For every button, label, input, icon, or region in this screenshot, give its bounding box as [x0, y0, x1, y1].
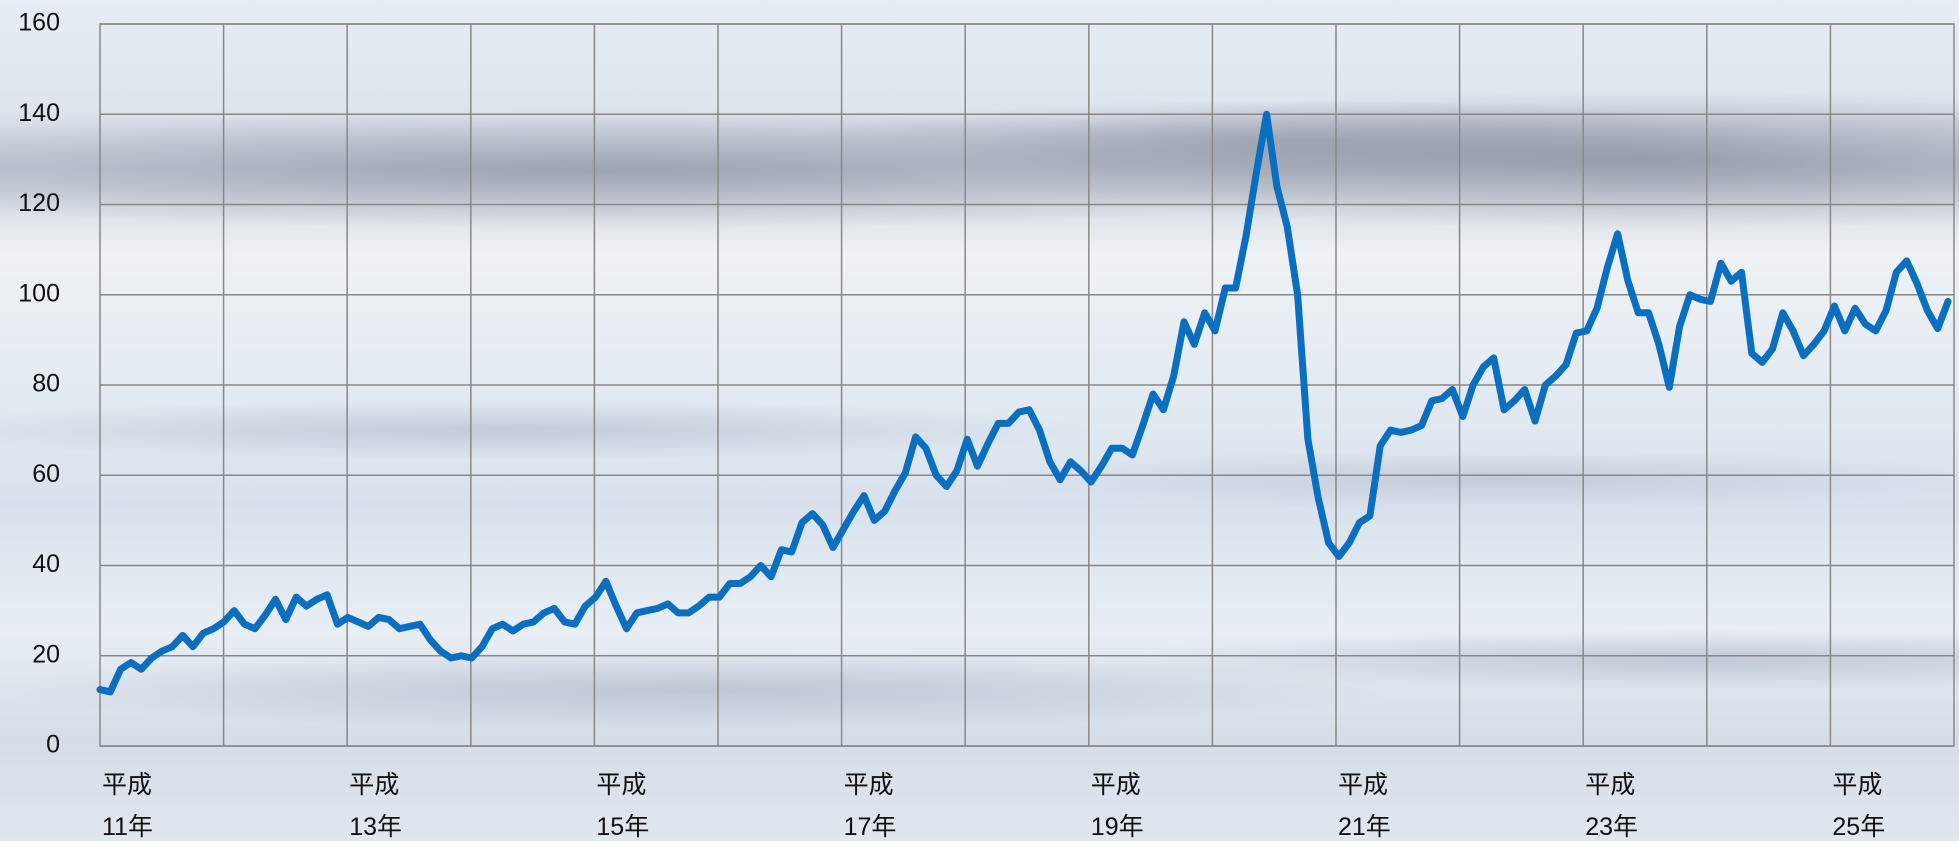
x-tick-label: 平成 15年: [596, 771, 650, 841]
x-tick-label: 平成 19年: [1090, 771, 1144, 841]
x-tick-label: 平成 17年: [843, 771, 897, 841]
data-line: [96, 110, 1952, 696]
y-tick-label: 0: [46, 731, 60, 759]
y-tick-label: 160: [18, 9, 60, 37]
x-tick-label: 平成 23年: [1585, 771, 1638, 841]
y-tick-label: 80: [32, 370, 60, 398]
x-tick-label: 平成 13年: [349, 771, 402, 841]
x-tick-label: 平成 25年: [1832, 771, 1886, 841]
x-tick-label: 平成 21年: [1338, 771, 1391, 841]
y-tick-label: 40: [32, 550, 60, 578]
y-tick-label: 100: [18, 279, 60, 307]
y-tick-label: 60: [32, 460, 60, 488]
y-tick-label: 20: [32, 640, 60, 668]
x-tick-label: 平成 11年: [102, 771, 153, 841]
y-tick-label: 120: [18, 189, 60, 217]
y-tick-label: 140: [18, 99, 60, 127]
